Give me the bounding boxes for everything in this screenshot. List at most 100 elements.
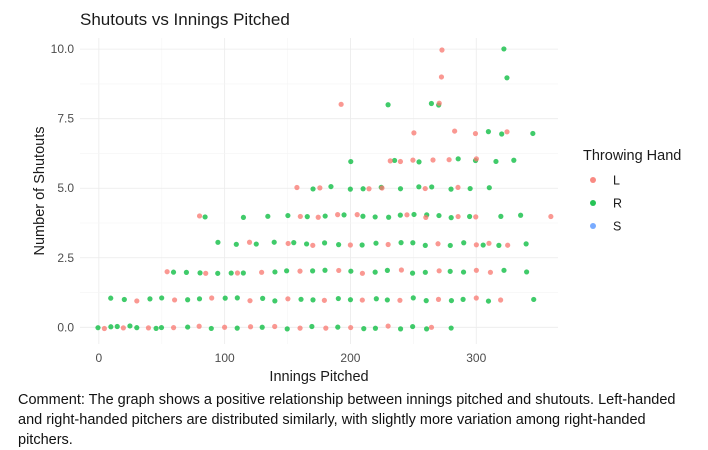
data-point-R: [95, 325, 101, 331]
data-point-R: [485, 298, 492, 304]
data-point-R: [108, 324, 114, 330]
data-point-R: [348, 158, 354, 165]
data-point-L: [385, 323, 391, 329]
data-point-R: [284, 268, 290, 274]
data-point-L: [438, 74, 445, 80]
data-point-R: [397, 186, 404, 192]
legend-label-L: L: [613, 174, 620, 188]
data-point-R: [373, 240, 379, 246]
data-point-R: [467, 185, 473, 192]
data-point-R: [233, 241, 239, 247]
data-point-R: [501, 267, 507, 273]
data-point-L: [272, 323, 278, 330]
data-point-R: [153, 325, 159, 331]
data-point-L: [259, 269, 265, 275]
data-point-R: [411, 211, 417, 218]
data-point-R: [108, 295, 114, 301]
data-point-R: [328, 183, 334, 190]
data-point-L: [387, 158, 393, 164]
legend-label-S: S: [613, 220, 621, 234]
data-point-R: [523, 241, 529, 247]
data-point-L: [473, 242, 479, 248]
data-point-L: [404, 212, 410, 218]
data-point-R: [501, 46, 507, 52]
data-point-L: [310, 242, 316, 248]
x-tick-label: 0: [96, 351, 103, 365]
data-point-R: [259, 324, 265, 330]
data-point-R: [455, 156, 461, 162]
data-point-R: [373, 296, 379, 302]
data-point-R: [416, 159, 422, 165]
x-tick-label: 300: [466, 351, 486, 365]
data-point-R: [461, 240, 467, 246]
data-point-R: [202, 214, 208, 220]
data-point-R: [410, 323, 416, 330]
chart-comment: Comment: The graph shows a positive rela…: [18, 392, 676, 448]
data-point-R: [309, 323, 315, 330]
data-point-R: [359, 242, 365, 248]
data-point-R: [360, 186, 366, 192]
data-point-R: [460, 296, 466, 302]
data-point-R: [208, 325, 214, 332]
data-point-L: [359, 297, 365, 303]
data-point-R: [428, 100, 435, 107]
data-point-R: [347, 186, 353, 192]
legend-title: Throwing Hand: [583, 148, 681, 164]
data-point-L: [101, 325, 107, 332]
data-point-R: [384, 267, 390, 274]
y-tick-label: 0.0: [57, 320, 74, 334]
data-point-L: [455, 184, 461, 191]
data-point-L: [247, 324, 254, 330]
data-point-L: [473, 214, 479, 220]
data-point-R: [321, 240, 328, 246]
data-point-L: [397, 297, 403, 303]
plot-area: [80, 38, 558, 344]
data-point-R: [185, 324, 191, 330]
data-point-R: [234, 295, 240, 301]
data-point-L: [435, 296, 442, 302]
data-point-L: [398, 267, 405, 273]
data-point-R: [121, 296, 127, 303]
data-point-L: [366, 186, 372, 192]
data-point-L: [164, 269, 170, 275]
data-point-R: [360, 213, 366, 219]
data-point-R: [448, 297, 455, 304]
data-point-R: [285, 212, 291, 219]
data-point-R: [341, 212, 347, 218]
data-point-R: [215, 239, 221, 245]
data-point-R: [530, 130, 536, 137]
data-point-L: [285, 296, 291, 302]
data-point-L: [472, 130, 479, 137]
data-point-R: [460, 269, 467, 275]
data-point-R: [499, 131, 505, 137]
data-point-L: [411, 130, 417, 136]
data-point-L: [323, 325, 329, 331]
data-point-R: [298, 296, 304, 302]
data-point-L: [294, 184, 300, 191]
data-point-L: [315, 214, 321, 220]
data-point-L: [410, 157, 416, 163]
data-point-L: [246, 239, 253, 245]
data-point-R: [272, 269, 278, 275]
data-point-R: [260, 295, 266, 301]
data-point-R: [114, 323, 120, 330]
data-point-L: [385, 241, 391, 248]
data-point-R: [397, 326, 404, 332]
data-point-R: [147, 296, 153, 302]
data-point-L: [317, 185, 323, 191]
data-point-L: [473, 295, 479, 301]
data-point-L: [548, 213, 554, 220]
data-point-R: [410, 240, 416, 246]
data-point-L: [335, 212, 341, 218]
data-point-L: [221, 324, 228, 330]
chart-title: Shutouts vs Innings Pitched: [80, 10, 290, 29]
data-point-R: [385, 102, 391, 108]
data-point-R: [429, 184, 435, 190]
data-point-L: [473, 267, 479, 273]
data-point-R: [222, 295, 228, 301]
data-point-L: [436, 100, 442, 106]
x-axis-label: Innings Pitched: [269, 369, 368, 385]
data-point-L: [297, 213, 303, 220]
data-point-R: [485, 129, 492, 135]
data-point-R: [372, 269, 378, 275]
